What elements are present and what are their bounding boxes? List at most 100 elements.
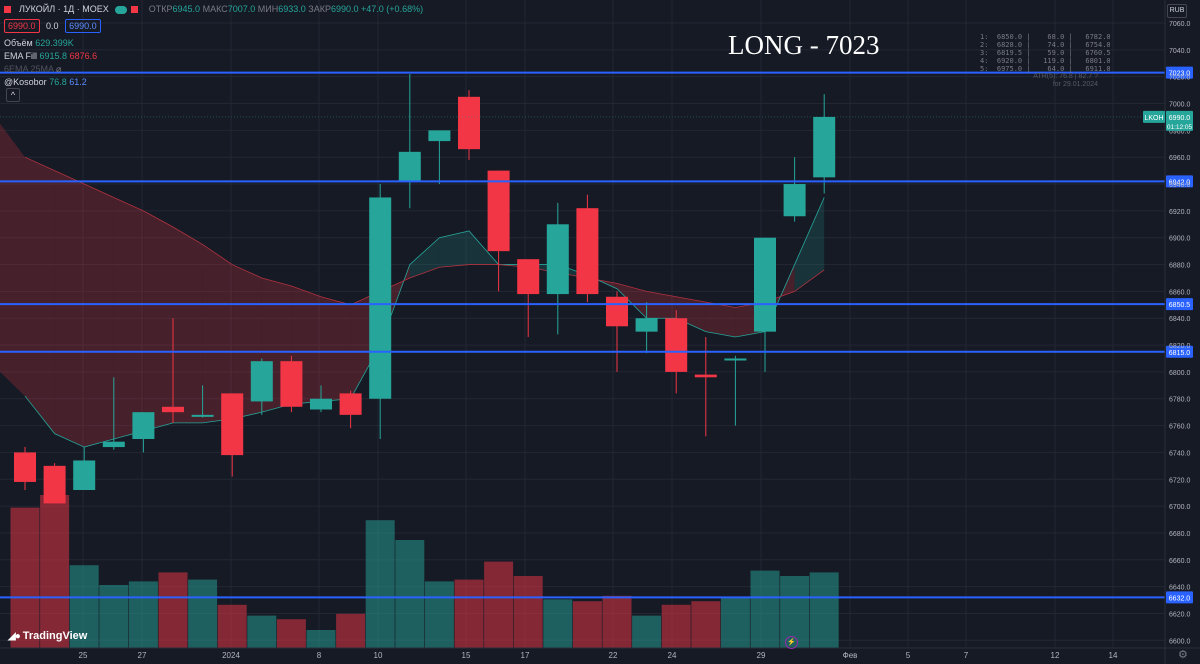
ema-fill-band <box>25 157 55 434</box>
low-label: МИН <box>257 4 279 14</box>
ema-slow-line <box>24 156 825 308</box>
candle-body[interactable] <box>576 208 599 295</box>
tradingview-brand: TradingView <box>22 630 88 642</box>
volume-bar <box>750 570 780 648</box>
candle-body[interactable] <box>14 452 36 482</box>
symbol-title[interactable]: ЛУКОЙЛ · 1Д · MOEX <box>19 4 109 14</box>
currency-button[interactable]: RUB <box>1167 4 1187 18</box>
candle-body[interactable] <box>694 374 717 378</box>
hidden-indicator-legend[interactable]: 6EMA 25MA ⌀ <box>4 63 61 75</box>
price-tick-label: 6760.0 <box>1169 424 1191 431</box>
volume-bar <box>365 520 395 648</box>
ema-fill-band <box>84 184 114 448</box>
price-tick-label: 6980.0 <box>1169 128 1191 135</box>
candle-body[interactable] <box>428 130 451 142</box>
candle-body[interactable] <box>339 393 362 415</box>
price-tick-label: 6680.0 <box>1169 531 1191 538</box>
candle-body[interactable] <box>517 259 540 295</box>
ema-legend[interactable]: EMA Fill 6915.8 6876.6 <box>4 50 97 62</box>
flag-icon[interactable] <box>4 6 11 14</box>
candle-body[interactable] <box>369 197 392 399</box>
buy-button[interactable]: 6990.0 <box>65 19 101 33</box>
price-tick-label: 7000.0 <box>1169 102 1191 109</box>
volume-bar <box>217 604 247 648</box>
price-tick-label: 6860.0 <box>1169 289 1191 296</box>
candle-body[interactable] <box>635 318 658 332</box>
candle-body[interactable] <box>132 412 155 440</box>
market-status-icon <box>115 5 128 14</box>
candle-body[interactable] <box>754 237 776 332</box>
close-value: 6990.0 <box>330 4 359 14</box>
candle-body[interactable] <box>458 96 480 150</box>
trade-annotation[interactable]: LONG - 7023 <box>728 30 880 60</box>
volume-legend[interactable]: Объём 629.399K <box>4 37 74 49</box>
candle-body[interactable] <box>73 460 96 491</box>
sell-button[interactable]: 6990.0 <box>4 19 40 33</box>
time-tick-label: 14 <box>1109 651 1118 660</box>
time-tick-label: Фев <box>843 651 858 660</box>
time-tick-label: 17 <box>521 651 530 660</box>
candle-body[interactable] <box>310 398 332 410</box>
volume-bar <box>454 579 484 648</box>
price-tick-label: 6740.0 <box>1169 450 1191 457</box>
ticker-tag <box>1143 110 1165 123</box>
collapse-legend-icon[interactable]: ^ <box>6 88 20 102</box>
ema-fill-band <box>439 231 469 268</box>
ema-fast-line <box>24 197 825 448</box>
candle-body[interactable] <box>665 318 688 372</box>
ema-fill-band <box>143 210 173 431</box>
alert-icon[interactable] <box>131 6 139 14</box>
ema-fill-band <box>409 237 440 278</box>
volume-value: 629.399K <box>35 38 74 48</box>
time-tick-label: 2024 <box>222 651 240 660</box>
candle-body[interactable] <box>724 358 747 361</box>
time-tick-label: 27 <box>138 651 147 660</box>
price-tick-label: 6960.0 <box>1169 155 1191 162</box>
candle-body[interactable] <box>43 465 66 504</box>
current-price-label: 6990.0 <box>1169 115 1191 122</box>
price-tick-label: 6920.0 <box>1169 209 1191 216</box>
price-tick-label: 6720.0 <box>1169 477 1191 484</box>
price-tick-label: 6700.0 <box>1169 504 1191 511</box>
volume-bar <box>691 601 721 648</box>
symbol-legend: ЛУКОЙЛ · 1Д · MOEX ОТКР6945.0 МАКС7007.0… <box>4 3 423 15</box>
kosobor-legend[interactable]: @Kosobor 76.8 61.2 <box>4 76 87 88</box>
settings-gear-icon[interactable]: ⚙ <box>1178 649 1188 661</box>
candle-body[interactable] <box>606 296 628 327</box>
ema-fill-band <box>794 197 825 292</box>
close-label: ЗАКР <box>308 4 331 14</box>
high-label: МАКС <box>202 4 228 14</box>
spread-value: 0.0 <box>46 21 59 31</box>
candle-body[interactable] <box>162 406 184 413</box>
candle-body[interactable] <box>221 393 244 456</box>
time-tick-label: 15 <box>462 651 471 660</box>
candle-body[interactable] <box>191 414 214 417</box>
high-value: 7007.0 <box>227 4 256 14</box>
candle-body[interactable] <box>250 361 273 402</box>
ema-value-2: 6876.6 <box>69 51 98 61</box>
candle-body[interactable] <box>813 116 836 178</box>
volume-bar <box>720 597 750 648</box>
lightning-icon[interactable]: ⚡ <box>785 636 798 649</box>
level-price-tag <box>1166 298 1193 311</box>
candle-body[interactable] <box>280 361 303 407</box>
price-tick-label: 6880.0 <box>1169 263 1191 270</box>
price-tick-label: 7040.0 <box>1169 48 1191 55</box>
open-value: 6945.0 <box>172 4 201 14</box>
candle-body[interactable] <box>546 224 569 295</box>
candle-body[interactable] <box>102 441 125 448</box>
level-price-label: 6815.0 <box>1169 350 1191 357</box>
ema-fill-band <box>113 197 144 440</box>
candle-body[interactable] <box>398 151 421 182</box>
level-price-tag <box>1166 345 1193 358</box>
price-tick-label: 7060.0 <box>1169 21 1191 28</box>
eye-off-icon[interactable]: ⌀ <box>56 64 62 74</box>
volume-bar <box>513 576 543 648</box>
volume-bar <box>69 565 99 648</box>
candle-body[interactable] <box>487 170 510 252</box>
ema-label: EMA Fill <box>4 51 38 61</box>
level-price-tag <box>1166 66 1193 79</box>
volume-bar <box>128 581 158 648</box>
candle-body[interactable] <box>783 184 806 217</box>
